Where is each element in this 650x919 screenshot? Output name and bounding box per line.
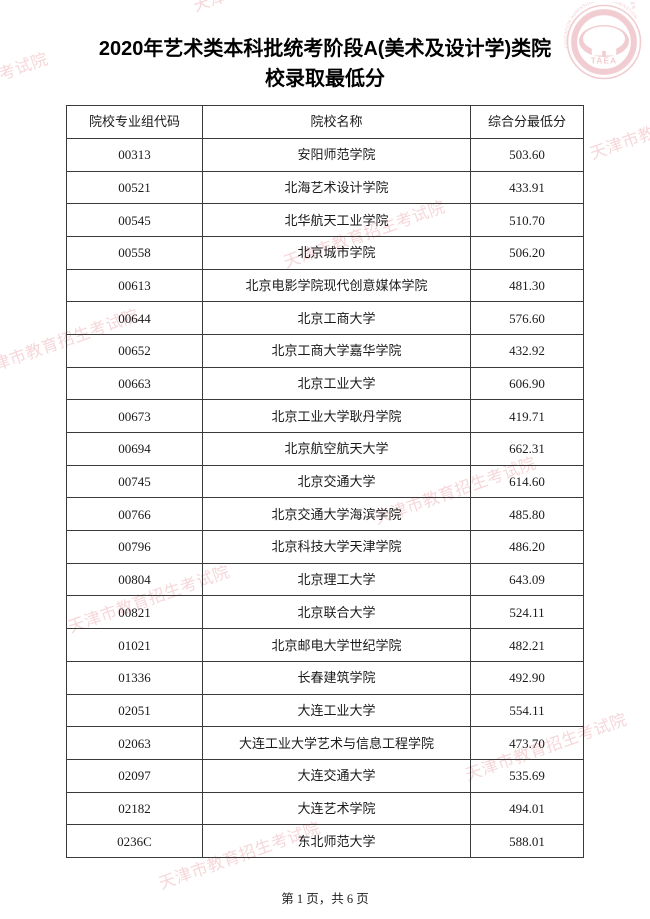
svg-text:TAEA: TAEA — [591, 57, 617, 66]
